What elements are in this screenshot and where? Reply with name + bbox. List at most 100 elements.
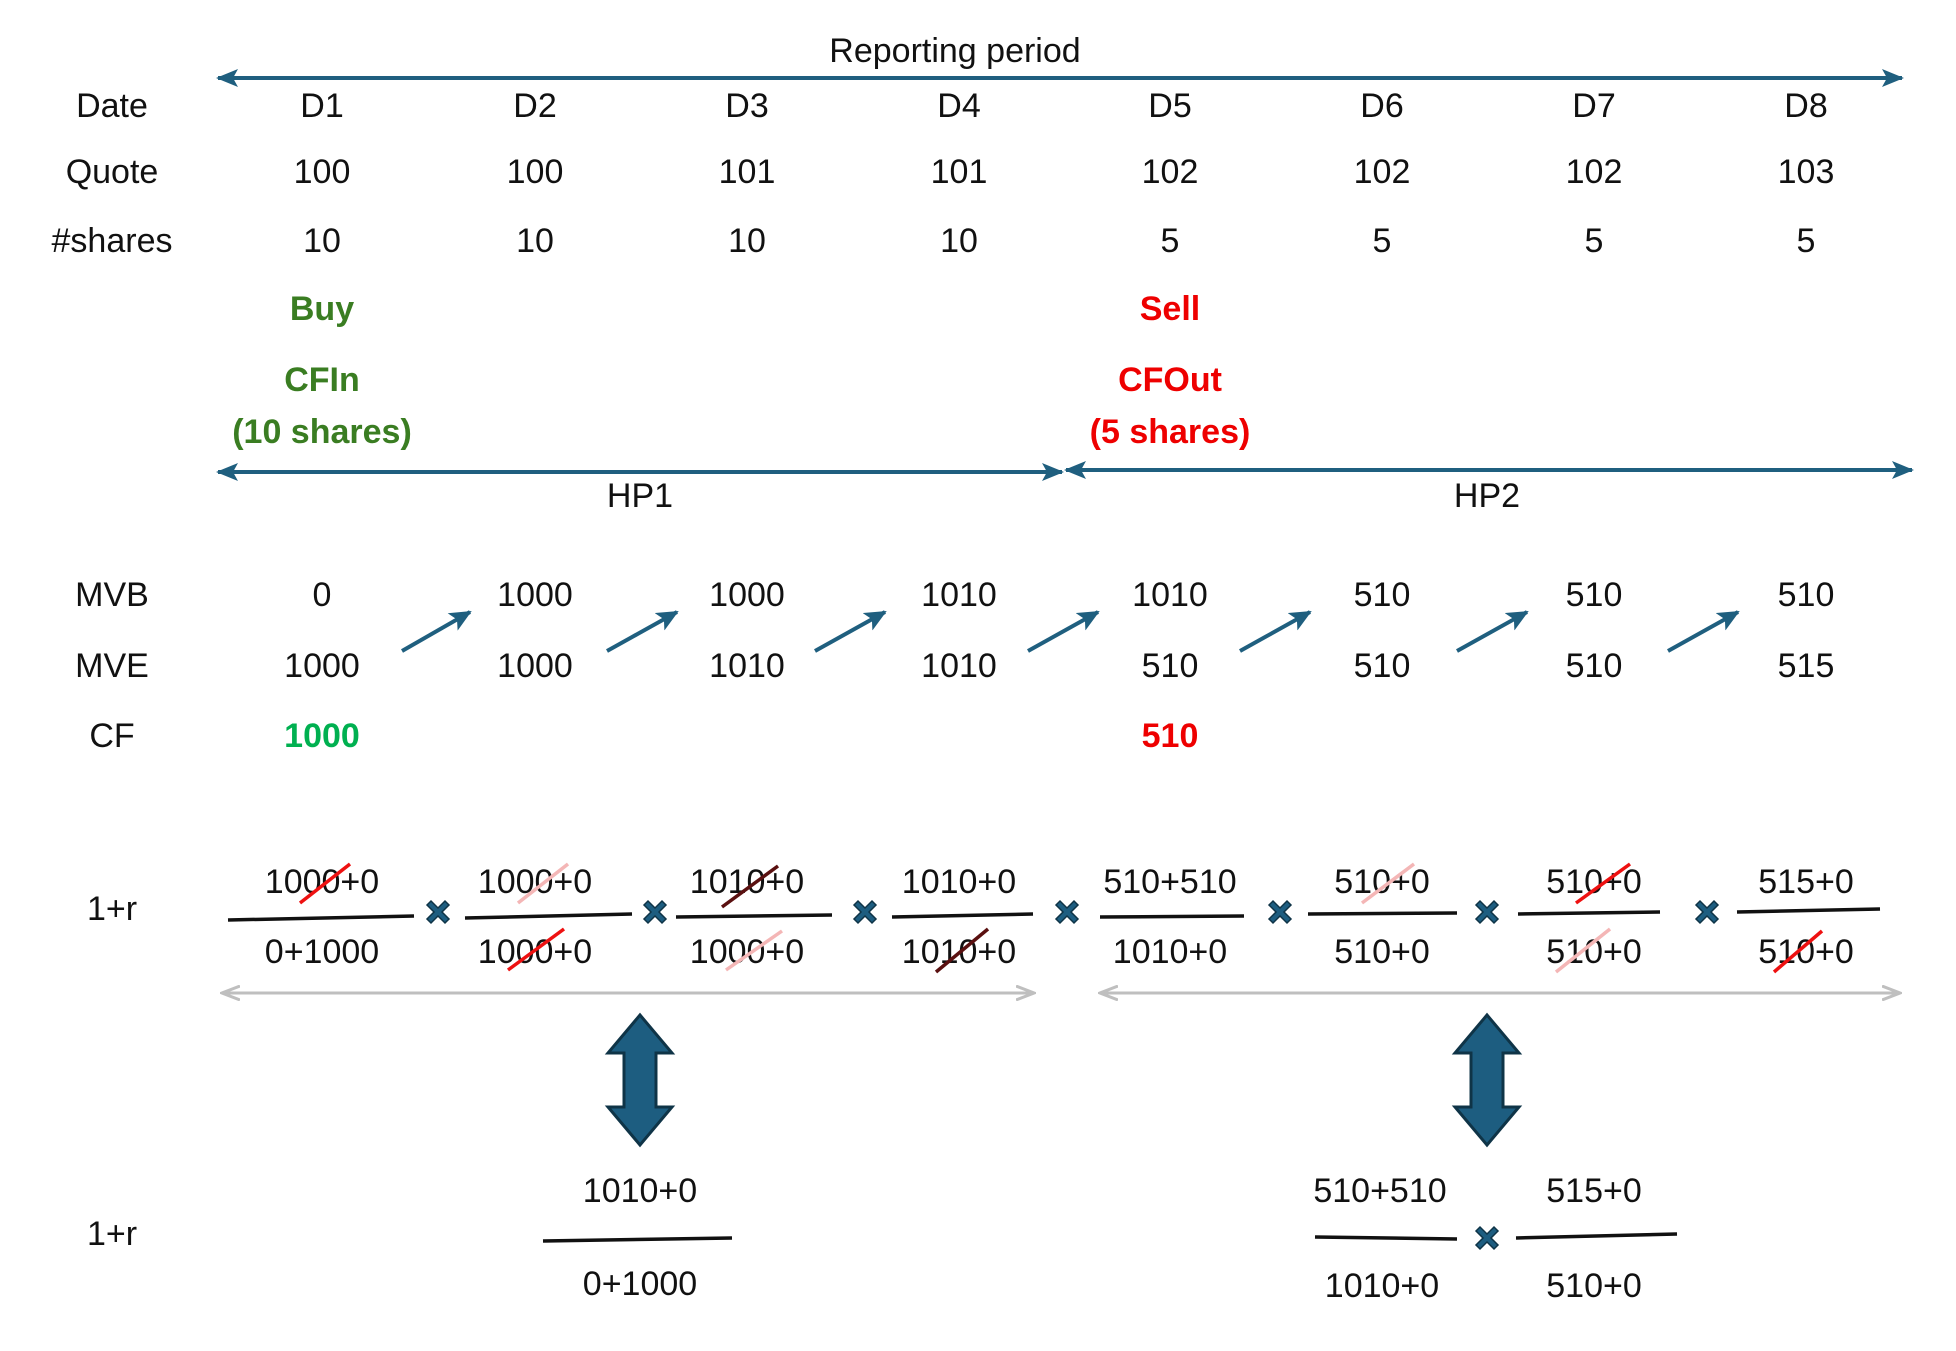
- fraction-numerator: 1000+0: [265, 863, 379, 901]
- shares-value: 10: [516, 222, 554, 260]
- date-columns: D110010010001000D21001010001000D31011010…: [284, 87, 1834, 755]
- cf-in-detail: (10 shares): [232, 413, 412, 451]
- quote-value: 102: [1354, 153, 1411, 191]
- shares-value: 5: [1585, 222, 1604, 260]
- summary-hp2-first-denominator: 1010+0: [1325, 1267, 1439, 1305]
- fraction-d1: 1000+0 0+1000: [227, 862, 415, 971]
- fraction-denominator: 510+0: [1758, 933, 1854, 971]
- column-d6: D6 102 5 510 510: [1354, 87, 1411, 685]
- row-label-shares: #shares: [52, 222, 173, 260]
- mvb-value: 510: [1354, 576, 1411, 614]
- row-label-mve: MVE: [75, 647, 149, 685]
- quote-value: 101: [719, 153, 776, 191]
- link-arrow: [606, 610, 679, 653]
- cf-out-detail: (5 shares): [1090, 413, 1251, 451]
- fraction-d5: 510+510 1010+0: [1099, 863, 1245, 971]
- date-value: D7: [1572, 87, 1615, 125]
- shares-value: 5: [1797, 222, 1816, 260]
- reporting-period-label: Reporting period: [829, 32, 1080, 70]
- mve-value: 510: [1142, 647, 1199, 685]
- quote-value: 100: [294, 153, 351, 191]
- summary-hp2-first-numerator: 510+510: [1313, 1172, 1446, 1210]
- row-label-date: Date: [76, 87, 148, 125]
- link-arrow: [1667, 610, 1740, 653]
- fraction-bar: [1099, 914, 1245, 919]
- summary-hp2-second-numerator: 515+0: [1546, 1172, 1642, 1210]
- summary-hp1-bar: [542, 1236, 733, 1243]
- hp1-equivalence-arrow: [604, 1012, 676, 1148]
- date-value: D1: [300, 87, 343, 125]
- mvb-value: 1010: [1132, 576, 1208, 614]
- cancel-strike: [724, 929, 784, 972]
- column-d5: D5 102 5 1010 510 510: [1132, 87, 1208, 755]
- fraction-bar: [675, 913, 833, 919]
- fraction-numerator: 515+0: [1758, 863, 1854, 901]
- multiply-icon: [1474, 899, 1500, 925]
- summary-hp2-first-bar: [1314, 1235, 1458, 1241]
- cf-out-label: CFOut: [1118, 361, 1222, 399]
- date-value: D3: [725, 87, 768, 125]
- fraction-d7: 510+0 510+0: [1517, 862, 1661, 974]
- cancel-strike: [720, 864, 780, 909]
- multiply-icon: [1694, 899, 1720, 925]
- cf-value: 510: [1142, 717, 1199, 755]
- cancel-strike: [516, 862, 570, 905]
- row-label-return: 1+r: [87, 890, 137, 928]
- hp1-label: HP1: [607, 477, 673, 515]
- shares-value: 10: [728, 222, 766, 260]
- mvb-value: 1010: [921, 576, 997, 614]
- cancel-strike: [1360, 862, 1416, 905]
- fraction-numerator: 510+510: [1103, 863, 1236, 901]
- fraction-denominator: 0+1000: [265, 933, 379, 971]
- row-label-return-summary: 1+r: [87, 1215, 137, 1253]
- fraction-d8: 515+0 510+0: [1736, 863, 1881, 974]
- mvb-value: 0: [313, 576, 332, 614]
- fraction-numerator: 510+0: [1546, 863, 1642, 901]
- sell-label: Sell: [1140, 290, 1200, 328]
- link-arrow: [401, 610, 472, 653]
- quote-value: 101: [931, 153, 988, 191]
- fraction-denominator: 510+0: [1334, 933, 1430, 971]
- summary-hp2-first-fraction: 510+510 1010+0: [1313, 1172, 1458, 1305]
- fraction-denominator: 1010+0: [1113, 933, 1227, 971]
- cancel-strike: [1574, 862, 1632, 905]
- multiply-icon: [642, 899, 668, 925]
- link-arrow: [1027, 610, 1100, 653]
- date-value: D6: [1360, 87, 1403, 125]
- quote-value: 102: [1142, 153, 1199, 191]
- mvb-value: 1000: [497, 576, 573, 614]
- mve-value: 1010: [921, 647, 997, 685]
- mvb-value: 510: [1778, 576, 1835, 614]
- summary-hp1-denominator: 0+1000: [583, 1265, 697, 1303]
- mve-value: 510: [1354, 647, 1411, 685]
- date-value: D5: [1148, 87, 1191, 125]
- shares-value: 5: [1161, 222, 1180, 260]
- fraction-bar: [891, 912, 1034, 919]
- fraction-bar: [464, 912, 633, 920]
- summary-hp1-numerator: 1010+0: [583, 1172, 697, 1210]
- row-label-quote: Quote: [66, 153, 159, 191]
- cancel-strike: [506, 927, 566, 972]
- column-d8: D8 103 5 510 515: [1778, 87, 1835, 685]
- quote-value: 102: [1566, 153, 1623, 191]
- date-value: D8: [1784, 87, 1827, 125]
- multiply-icon: [852, 899, 878, 925]
- summary-hp2-second-denominator: 510+0: [1546, 1267, 1642, 1305]
- fraction-bar: [1736, 907, 1881, 914]
- multiply-icon: [1267, 899, 1293, 925]
- fraction-numerator: 1010+0: [690, 863, 804, 901]
- fraction-d6: 510+0 510+0: [1307, 862, 1458, 971]
- summary-hp1-fraction: 1010+0 0+1000: [542, 1172, 733, 1303]
- fraction-numerator: 1000+0: [478, 863, 592, 901]
- fraction-bar: [1517, 910, 1661, 916]
- mve-value: 1000: [497, 647, 573, 685]
- shares-value: 5: [1373, 222, 1392, 260]
- fraction-numerator: 1010+0: [902, 863, 1016, 901]
- mve-value: 1010: [709, 647, 785, 685]
- link-arrow: [814, 610, 887, 653]
